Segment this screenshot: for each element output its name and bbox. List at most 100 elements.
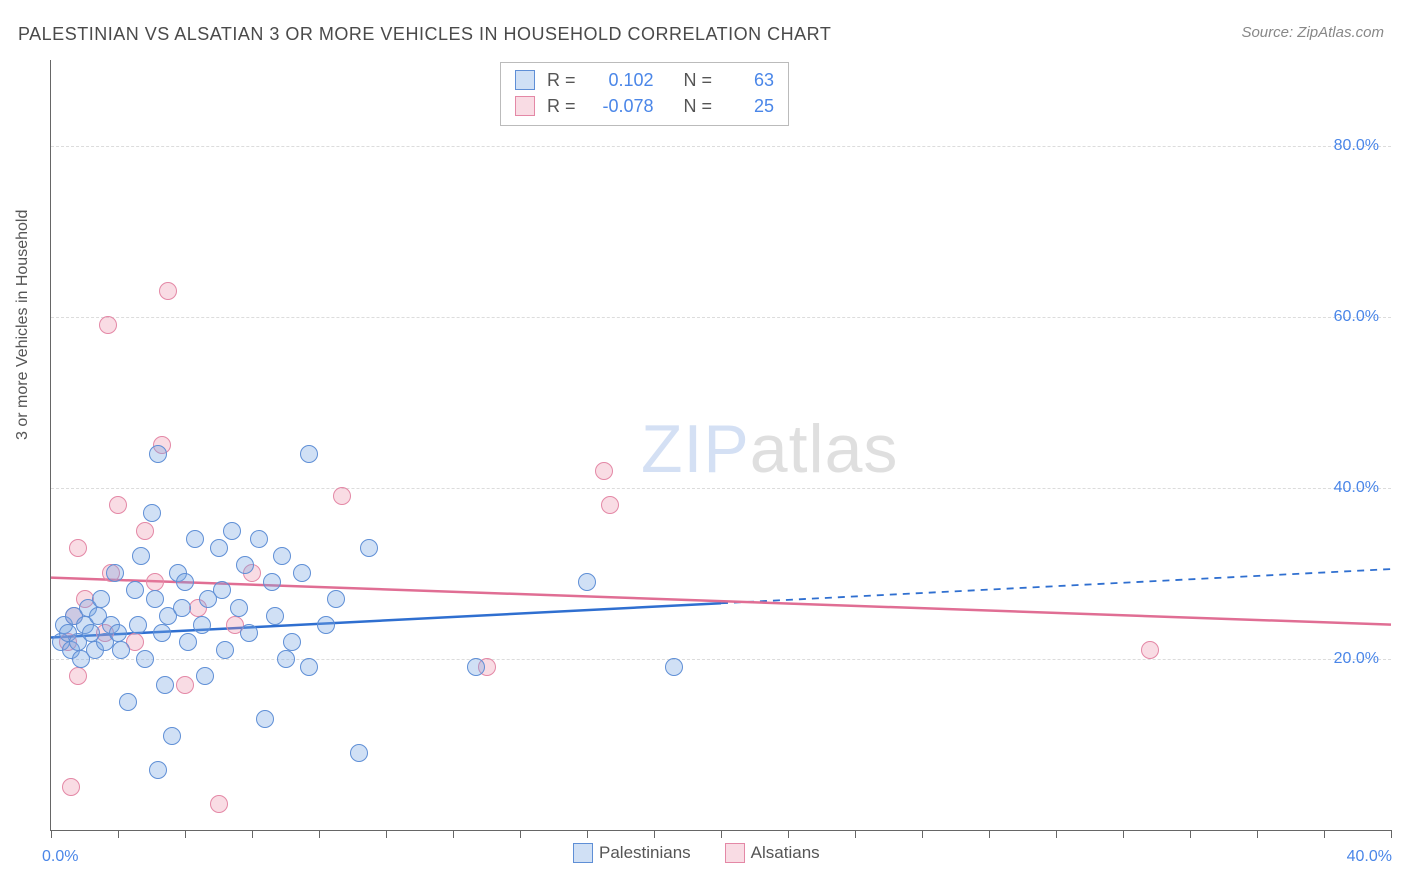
n-label: N =	[684, 70, 713, 91]
trend-lines	[51, 60, 1391, 830]
xtick-label-left: 0.0%	[42, 848, 78, 866]
swatch-palestinians	[515, 70, 535, 90]
watermark-atlas: atlas	[750, 411, 899, 487]
xtick	[51, 830, 52, 838]
data-point	[99, 316, 117, 334]
xtick	[855, 830, 856, 838]
data-point	[179, 633, 197, 651]
data-point	[109, 496, 127, 514]
data-point	[173, 599, 191, 617]
chart-title: PALESTINIAN VS ALSATIAN 3 OR MORE VEHICL…	[18, 24, 831, 45]
y-axis-label: 3 or more Vehicles in Household	[14, 210, 32, 440]
data-point	[333, 487, 351, 505]
data-point	[317, 616, 335, 634]
xtick	[1123, 830, 1124, 838]
chart-source: Source: ZipAtlas.com	[1241, 24, 1384, 41]
data-point	[277, 650, 295, 668]
n-label-2: N =	[684, 96, 713, 117]
xtick	[654, 830, 655, 838]
data-point	[263, 573, 281, 591]
data-point	[250, 530, 268, 548]
xtick	[1391, 830, 1392, 838]
ytick-label: 80.0%	[1334, 137, 1379, 155]
data-point	[176, 573, 194, 591]
n-value-palestinians: 63	[754, 70, 774, 91]
data-point	[578, 573, 596, 591]
data-point	[256, 710, 274, 728]
r-label: R =	[547, 70, 576, 91]
data-point	[213, 581, 231, 599]
data-point	[300, 445, 318, 463]
swatch-palestinians-bottom	[573, 843, 593, 863]
data-point	[136, 650, 154, 668]
xtick	[721, 830, 722, 838]
data-point	[595, 462, 613, 480]
data-point	[106, 564, 124, 582]
xtick	[453, 830, 454, 838]
data-point	[266, 607, 284, 625]
gridline	[51, 317, 1391, 318]
data-point	[136, 522, 154, 540]
gridline	[51, 488, 1391, 489]
data-point	[62, 778, 80, 796]
data-point	[1141, 641, 1159, 659]
ytick-label: 60.0%	[1334, 308, 1379, 326]
xtick	[319, 830, 320, 838]
xtick	[1190, 830, 1191, 838]
data-point	[146, 573, 164, 591]
data-point	[300, 658, 318, 676]
data-point	[159, 282, 177, 300]
data-point	[109, 624, 127, 642]
xtick	[118, 830, 119, 838]
data-point	[153, 624, 171, 642]
xtick-label-right: 40.0%	[1347, 848, 1392, 866]
data-point	[119, 693, 137, 711]
legend-correlation: R = 0.102 N = 63 R = -0.078 N = 25	[500, 62, 789, 126]
legend-item-palestinians: Palestinians	[573, 843, 691, 863]
data-point	[350, 744, 368, 762]
r-value-palestinians: 0.102	[582, 70, 654, 91]
r-label-2: R =	[547, 96, 576, 117]
data-point	[293, 564, 311, 582]
data-point	[193, 616, 211, 634]
data-point	[129, 616, 147, 634]
xtick	[788, 830, 789, 838]
data-point	[143, 504, 161, 522]
data-point	[273, 547, 291, 565]
swatch-alsatians	[515, 96, 535, 116]
data-point	[327, 590, 345, 608]
data-point	[146, 590, 164, 608]
data-point	[240, 624, 258, 642]
data-point	[176, 676, 194, 694]
data-point	[163, 727, 181, 745]
ytick-label: 40.0%	[1334, 479, 1379, 497]
plot-area: ZIPatlas 20.0% 40.0% 60.0% 80.0%	[50, 60, 1391, 831]
data-point	[196, 667, 214, 685]
xtick	[989, 830, 990, 838]
xtick	[252, 830, 253, 838]
data-point	[223, 522, 241, 540]
r-value-alsatians: -0.078	[582, 96, 654, 117]
data-point	[92, 590, 110, 608]
xtick	[1056, 830, 1057, 838]
data-point	[112, 641, 130, 659]
legend-label-alsatians: Alsatians	[751, 843, 820, 863]
legend-series: Palestinians Alsatians	[573, 843, 820, 863]
data-point	[149, 761, 167, 779]
legend-row-palestinians: R = 0.102 N = 63	[515, 67, 774, 93]
legend-label-palestinians: Palestinians	[599, 843, 691, 863]
swatch-alsatians-bottom	[725, 843, 745, 863]
xtick	[386, 830, 387, 838]
gridline	[51, 659, 1391, 660]
data-point	[210, 795, 228, 813]
watermark: ZIPatlas	[641, 410, 898, 488]
data-point	[236, 556, 254, 574]
data-point	[69, 539, 87, 557]
data-point	[186, 530, 204, 548]
data-point	[360, 539, 378, 557]
xtick	[587, 830, 588, 838]
ytick-label: 20.0%	[1334, 650, 1379, 668]
data-point	[126, 581, 144, 599]
legend-item-alsatians: Alsatians	[725, 843, 820, 863]
data-point	[283, 633, 301, 651]
